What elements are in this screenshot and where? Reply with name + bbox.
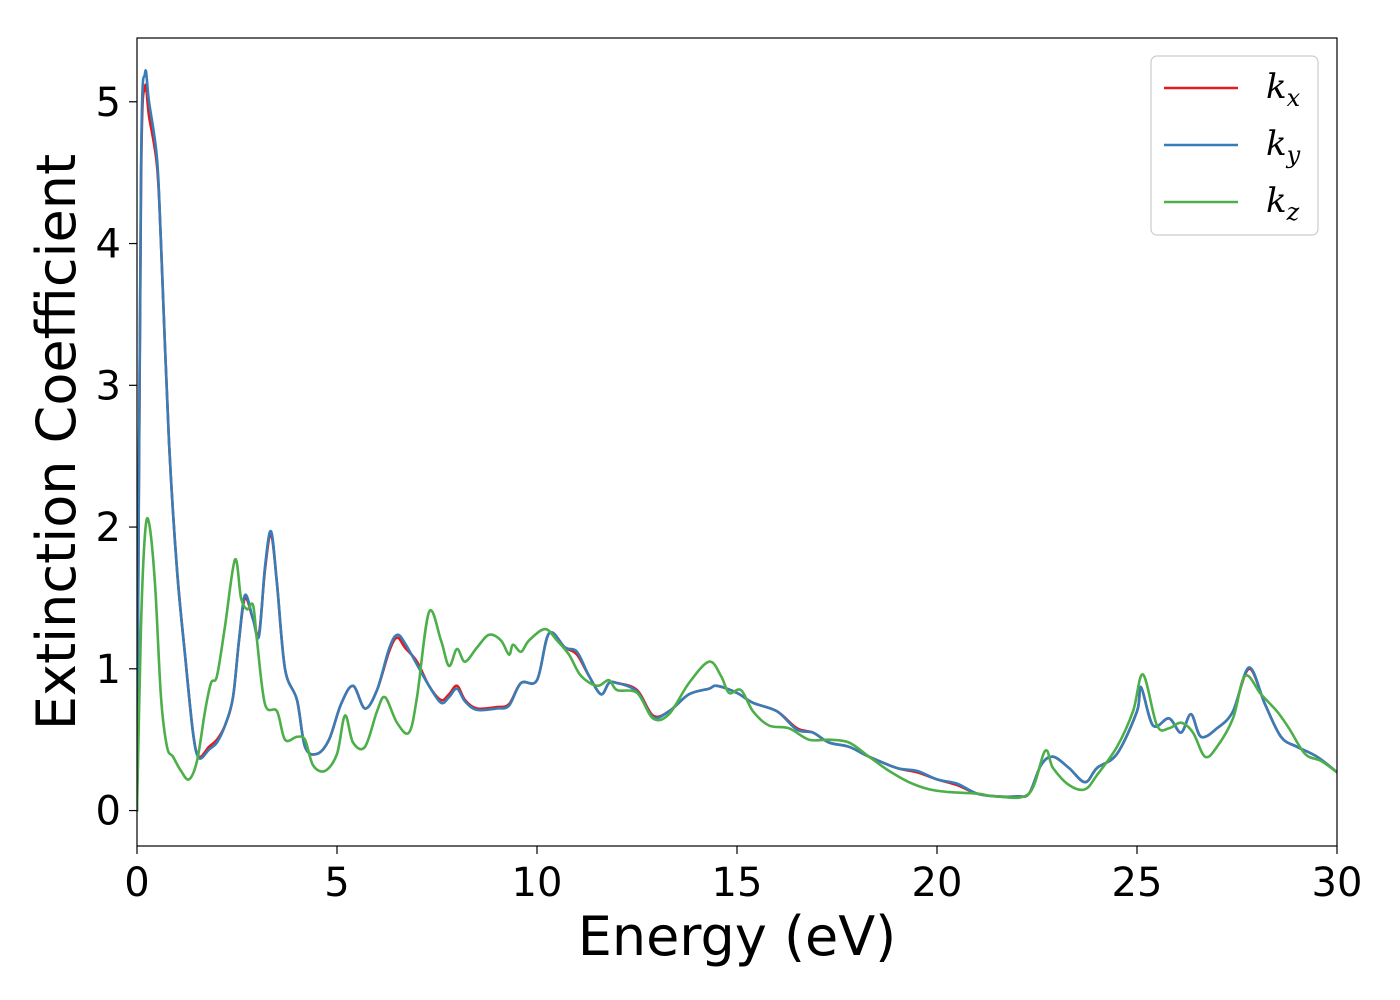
legend-label-kx: kx [1266, 67, 1301, 112]
y-tick-label: 0 [96, 789, 121, 835]
series-line-kz [137, 516, 1337, 812]
x-tick-label: 0 [124, 860, 149, 906]
legend-label-main: k [1266, 181, 1287, 221]
y-tick-label: 4 [96, 222, 121, 268]
x-tick-label: 15 [712, 860, 763, 906]
y-tick-label: 5 [96, 80, 121, 126]
y-axis-label: Extinction Coefficient [25, 154, 88, 730]
y-tick-label: 2 [96, 505, 121, 551]
legend-label-kz: kz [1266, 181, 1300, 226]
series-line-ky [137, 69, 1337, 812]
y-axis-ticks: 0 1 2 3 4 5 [96, 80, 137, 835]
y-tick-label: 3 [96, 363, 121, 409]
series-layer [137, 69, 1337, 812]
legend-label-main: k [1266, 124, 1287, 164]
legend-label-main: k [1266, 67, 1287, 107]
x-axis-label: Energy (eV) [578, 905, 897, 968]
y-tick-label: 1 [96, 647, 121, 693]
x-tick-label: 25 [1112, 860, 1163, 906]
legend-label-ky: ky [1266, 124, 1301, 169]
x-tick-label: 30 [1312, 860, 1363, 906]
x-axis-ticks: 0 5 10 15 20 25 30 [124, 846, 1362, 906]
legend-label-subscript: x [1287, 84, 1301, 112]
x-tick-label: 20 [912, 860, 963, 906]
legend-label-subscript: z [1286, 198, 1300, 226]
x-tick-label: 5 [324, 860, 349, 906]
x-tick-label: 10 [512, 860, 563, 906]
legend-label-subscript: y [1286, 141, 1301, 169]
